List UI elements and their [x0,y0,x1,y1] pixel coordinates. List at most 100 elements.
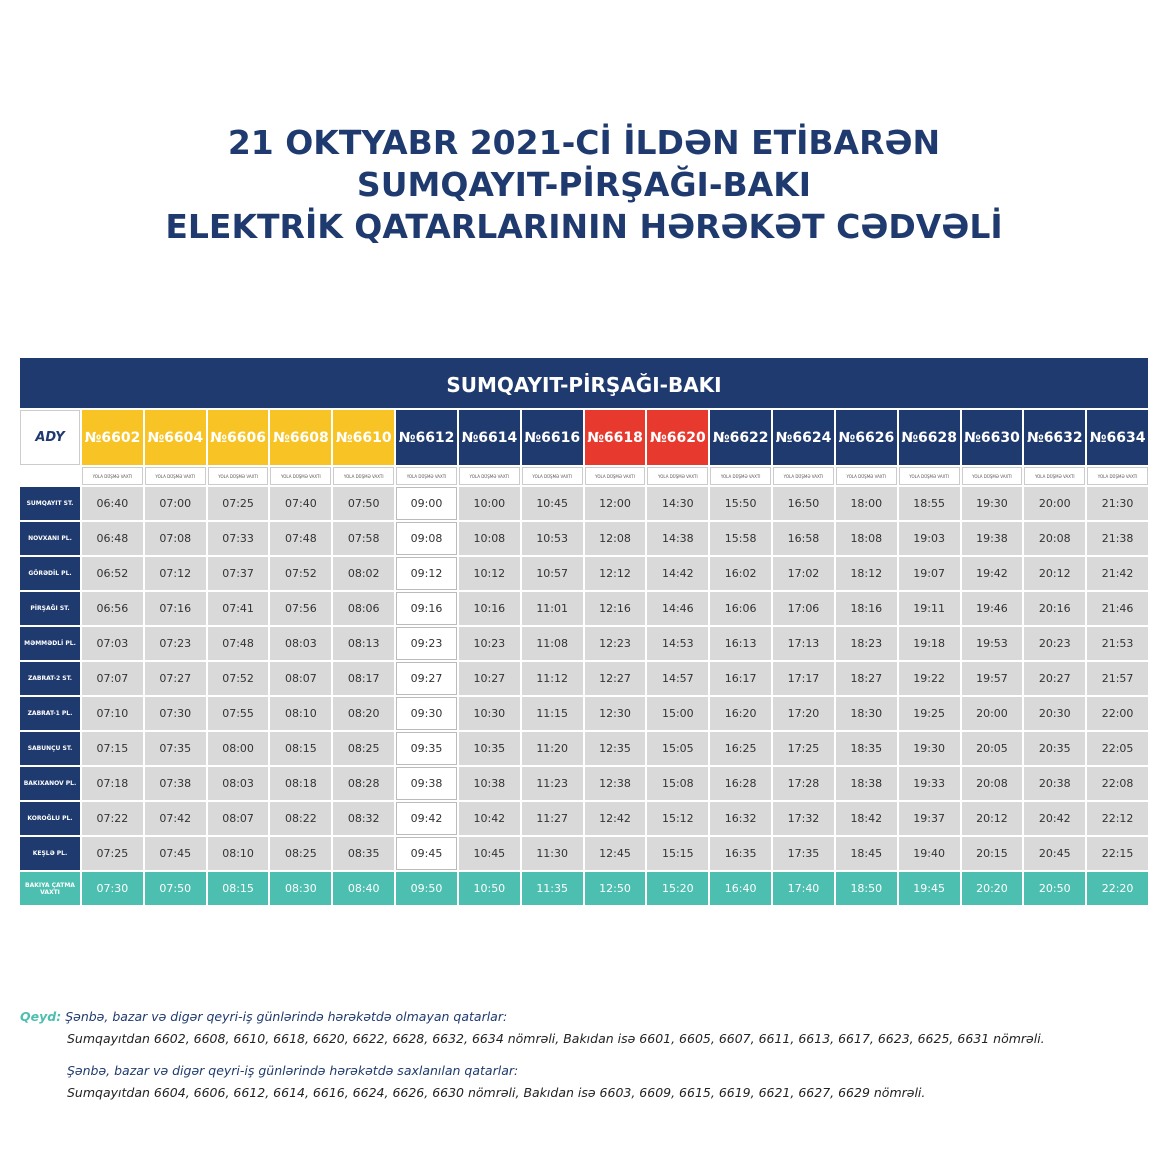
time-cell: 20:35 [1024,732,1086,765]
time-cell: 15:58 [710,522,772,555]
time-cell: 06:52 [82,557,143,590]
time-cell: 10:45 [521,487,583,520]
time-cell: 20:45 [1024,837,1086,870]
time-cell: 20:12 [1024,557,1086,590]
time-cell: 10:16 [458,592,520,625]
time-cell: 09:42 [396,802,457,835]
time-cell: 16:40 [710,872,772,905]
sub-label: YOLA DÜŞMƏ VAXTI [898,467,960,485]
time-cell: 12:12 [584,557,646,590]
time-cell: 19:30 [898,732,960,765]
time-cell: 18:45 [835,837,897,870]
time-cell: 07:10 [82,697,143,730]
time-cell: 09:38 [396,767,457,800]
time-cell: 17:25 [773,732,834,765]
time-cell: 11:15 [521,697,583,730]
time-cell: 11:27 [521,802,583,835]
time-cell: 19:53 [961,627,1023,660]
time-cell: 22:20 [1087,872,1148,905]
train-number: №6632 [1024,410,1086,465]
time-cell: 18:00 [835,487,897,520]
time-cell: 07:40 [270,487,332,520]
time-cell: 19:25 [898,697,960,730]
time-cell: 17:28 [773,767,834,800]
time-cell: 07:56 [270,592,332,625]
time-cell: 07:52 [270,557,332,590]
time-cell: 10:08 [458,522,520,555]
time-cell: 22:00 [1087,697,1148,730]
time-cell: 08:18 [270,767,332,800]
station: KEŞLƏ PL. [20,837,80,870]
time-cell: 07:25 [207,487,269,520]
time-cell: 19:30 [961,487,1023,520]
spacer [20,467,80,485]
station: MƏMMƏDLİ PL. [20,627,80,660]
sub-label: YOLA DÜŞMƏ VAXTI [1087,467,1148,485]
time-cell: 18:35 [835,732,897,765]
time-cell: 11:01 [521,592,583,625]
time-cell: 08:00 [207,732,269,765]
time-cell: 07:15 [82,732,143,765]
train-number: №6618 [584,410,646,465]
time-cell: 22:12 [1087,802,1148,835]
time-cell: 11:30 [521,837,583,870]
train-number: №6616 [521,410,583,465]
time-cell: 11:12 [521,662,583,695]
station: ZABRAT-2 ST. [20,662,80,695]
note-heading: Qeyd: Şənbə, bazar və digər qeyri-iş günl… [20,1006,1045,1028]
time-cell: 08:28 [333,767,395,800]
train-number: №6608 [270,410,332,465]
time-cell: 08:06 [333,592,395,625]
sub-label: YOLA DÜŞMƏ VAXTI [458,467,520,485]
time-cell: 21:53 [1087,627,1148,660]
time-cell: 07:30 [82,872,143,905]
sub-label: YOLA DÜŞMƏ VAXTI [835,467,897,485]
time-cell: 17:13 [773,627,834,660]
time-cell: 17:06 [773,592,834,625]
time-cell: 21:46 [1087,592,1148,625]
time-cell: 09:12 [396,557,457,590]
train-number: №6624 [773,410,834,465]
time-cell: 19:33 [898,767,960,800]
time-cell: 07:42 [144,802,206,835]
time-cell: 20:50 [1024,872,1086,905]
time-cell: 20:27 [1024,662,1086,695]
time-cell: 19:22 [898,662,960,695]
time-cell: 14:57 [647,662,709,695]
title-line: ELEKTRİK QATARLARININ HƏRƏKƏT CƏDVƏLİ [165,207,1003,246]
time-cell: 19:18 [898,627,960,660]
train-number: №6610 [333,410,395,465]
time-cell: 08:02 [333,557,395,590]
time-cell: 08:15 [207,872,269,905]
time-cell: 12:38 [584,767,646,800]
sub-label: YOLA DÜŞMƏ VAXTI [710,467,772,485]
sub-label: YOLA DÜŞMƏ VAXTI [270,467,332,485]
time-cell: 20:15 [961,837,1023,870]
train-number: №6634 [1087,410,1148,465]
note-heading-text: Şənbə, bazar və digər qeyri-iş günlərind… [67,1063,519,1078]
time-cell: 17:32 [773,802,834,835]
time-cell: 22:05 [1087,732,1148,765]
time-cell: 10:42 [458,802,520,835]
time-cell: 19:57 [961,662,1023,695]
time-cell: 06:56 [82,592,143,625]
station: BAKIXANOV PL. [20,767,80,800]
time-cell: 16:20 [710,697,772,730]
time-cell: 12:00 [584,487,646,520]
time-cell: 10:35 [458,732,520,765]
train-number: №6604 [144,410,206,465]
time-cell: 12:23 [584,627,646,660]
time-cell: 19:07 [898,557,960,590]
time-cell: 06:48 [82,522,143,555]
time-cell: 07:33 [207,522,269,555]
time-cell: 09:08 [396,522,457,555]
time-cell: 18:23 [835,627,897,660]
time-cell: 22:08 [1087,767,1148,800]
time-cell: 10:23 [458,627,520,660]
time-cell: 08:25 [333,732,395,765]
time-cell: 09:23 [396,627,457,660]
station: GÖRƏDİL PL. [20,557,80,590]
time-cell: 08:15 [270,732,332,765]
train-number: №6622 [710,410,772,465]
